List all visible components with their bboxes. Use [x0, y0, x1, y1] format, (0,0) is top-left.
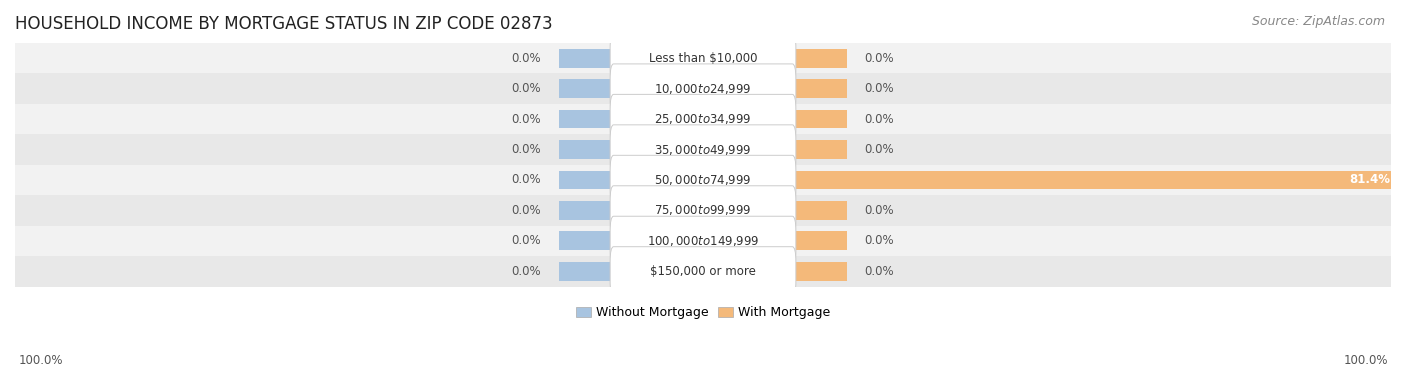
FancyBboxPatch shape	[610, 94, 796, 144]
Bar	[558, 79, 613, 98]
Legend: Without Mortgage, With Mortgage: Without Mortgage, With Mortgage	[571, 301, 835, 324]
Text: Source: ZipAtlas.com: Source: ZipAtlas.com	[1251, 15, 1385, 28]
Bar	[793, 140, 848, 159]
Bar	[558, 201, 613, 220]
Text: $10,000 to $24,999: $10,000 to $24,999	[654, 82, 752, 96]
Bar	[15, 43, 1391, 73]
Text: 0.0%: 0.0%	[512, 265, 541, 278]
Bar	[793, 231, 848, 250]
Text: 0.0%: 0.0%	[865, 52, 894, 65]
Text: 0.0%: 0.0%	[865, 113, 894, 125]
Text: 0.0%: 0.0%	[512, 204, 541, 217]
Text: $100,000 to $149,999: $100,000 to $149,999	[647, 234, 759, 248]
Text: 0.0%: 0.0%	[512, 234, 541, 248]
Text: 0.0%: 0.0%	[512, 52, 541, 65]
Bar	[558, 49, 613, 68]
Bar	[15, 256, 1391, 287]
Text: HOUSEHOLD INCOME BY MORTGAGE STATUS IN ZIP CODE 02873: HOUSEHOLD INCOME BY MORTGAGE STATUS IN Z…	[15, 15, 553, 33]
Text: 0.0%: 0.0%	[512, 174, 541, 186]
Bar	[558, 140, 613, 159]
Bar	[558, 231, 613, 250]
FancyBboxPatch shape	[610, 186, 796, 235]
Text: $150,000 or more: $150,000 or more	[650, 265, 756, 278]
FancyBboxPatch shape	[610, 33, 796, 83]
FancyBboxPatch shape	[610, 125, 796, 174]
Bar	[15, 104, 1391, 134]
Bar	[793, 79, 848, 98]
Bar	[558, 110, 613, 129]
Bar	[558, 262, 613, 281]
Text: $50,000 to $74,999: $50,000 to $74,999	[654, 173, 752, 187]
Bar	[793, 201, 848, 220]
FancyBboxPatch shape	[610, 216, 796, 266]
Bar	[793, 170, 1406, 189]
Text: 0.0%: 0.0%	[865, 234, 894, 248]
FancyBboxPatch shape	[610, 155, 796, 204]
Text: 0.0%: 0.0%	[865, 143, 894, 156]
Text: $75,000 to $99,999: $75,000 to $99,999	[654, 203, 752, 217]
Bar	[15, 226, 1391, 256]
FancyBboxPatch shape	[610, 64, 796, 113]
Text: 81.4%: 81.4%	[1350, 174, 1391, 186]
Text: 0.0%: 0.0%	[865, 265, 894, 278]
Bar	[793, 110, 848, 129]
Bar	[793, 49, 848, 68]
Text: 100.0%: 100.0%	[18, 354, 63, 367]
Text: 0.0%: 0.0%	[512, 143, 541, 156]
Bar	[558, 170, 613, 189]
FancyBboxPatch shape	[610, 247, 796, 296]
Text: 0.0%: 0.0%	[512, 113, 541, 125]
Text: 100.0%: 100.0%	[1343, 354, 1388, 367]
Bar	[15, 73, 1391, 104]
Text: Less than $10,000: Less than $10,000	[648, 52, 758, 65]
Bar	[15, 195, 1391, 226]
Bar	[15, 134, 1391, 165]
Text: 0.0%: 0.0%	[865, 204, 894, 217]
Bar	[793, 262, 848, 281]
Text: $25,000 to $34,999: $25,000 to $34,999	[654, 112, 752, 126]
Text: $35,000 to $49,999: $35,000 to $49,999	[654, 143, 752, 156]
Text: 0.0%: 0.0%	[512, 82, 541, 95]
Bar	[15, 165, 1391, 195]
Text: 0.0%: 0.0%	[865, 82, 894, 95]
